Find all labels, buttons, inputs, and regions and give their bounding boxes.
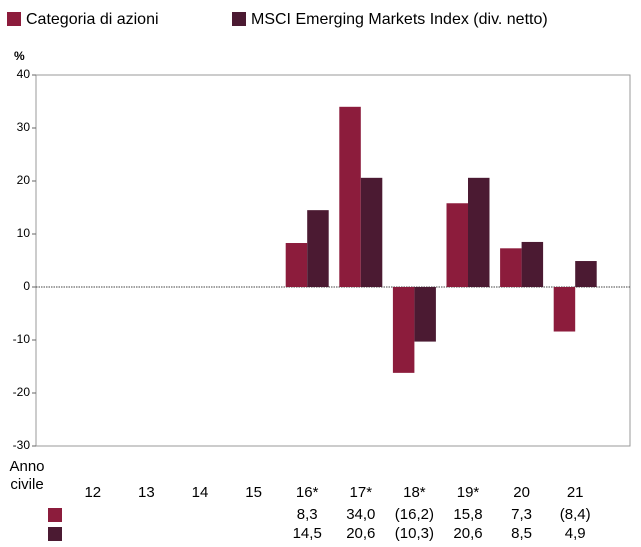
x-tick-label: 20 <box>513 484 530 501</box>
y-tick-label: -20 <box>13 385 31 399</box>
bar <box>285 243 308 287</box>
value-label: 8,5 <box>511 525 532 542</box>
x-tick-label: 17* <box>350 484 373 501</box>
x-tick-label: 21 <box>567 484 584 501</box>
x-tick-label: 13 <box>138 484 155 501</box>
y-tick-label: 10 <box>17 226 31 240</box>
x-tick-label: 18* <box>403 484 426 501</box>
value-label: 20,6 <box>453 525 482 542</box>
x-tick-label: 19* <box>457 484 480 501</box>
y-tick-label: -30 <box>13 438 31 452</box>
value-label: (8,4) <box>560 506 591 523</box>
bar <box>339 106 361 287</box>
bar <box>468 177 490 287</box>
plot-frame <box>35 74 631 447</box>
bar <box>392 287 415 373</box>
value-label: 20,6 <box>346 525 375 542</box>
y-axis-label: % <box>14 49 25 63</box>
x-tick-label: 15 <box>245 484 262 501</box>
legend-label: Categoria di azioni <box>26 11 159 28</box>
bar <box>360 177 383 287</box>
value-label: 15,8 <box>453 506 482 523</box>
y-tick-label: 30 <box>17 120 31 134</box>
table-swatch <box>48 508 62 522</box>
value-label: 7,3 <box>511 506 532 523</box>
legend-label: MSCI Emerging Markets Index (div. netto) <box>251 11 548 28</box>
bar <box>575 261 597 287</box>
bar <box>446 203 468 287</box>
y-tick-label: 40 <box>17 67 31 81</box>
bar <box>307 210 329 287</box>
value-label: (16,2) <box>395 506 434 523</box>
bar <box>500 248 522 287</box>
table-label: Anno civile <box>9 458 45 493</box>
value-label: 8,3 <box>297 506 318 523</box>
x-tick-label: 14 <box>192 484 209 501</box>
y-tick-label: 20 <box>17 173 31 187</box>
table-swatch <box>48 527 62 541</box>
x-tick-label: 12 <box>84 484 101 501</box>
value-label: 14,5 <box>293 525 322 542</box>
bar <box>414 287 436 342</box>
bar <box>521 241 544 287</box>
y-tick-label: -10 <box>13 332 31 346</box>
value-label: 34,0 <box>346 506 375 523</box>
y-tick-label: 0 <box>23 279 30 293</box>
value-label: (10,3) <box>395 525 434 542</box>
x-tick-label: 16* <box>296 484 319 501</box>
legend-swatch <box>7 12 21 26</box>
bar <box>553 287 576 332</box>
legend-swatch <box>232 12 246 26</box>
value-label: 4,9 <box>565 525 586 542</box>
